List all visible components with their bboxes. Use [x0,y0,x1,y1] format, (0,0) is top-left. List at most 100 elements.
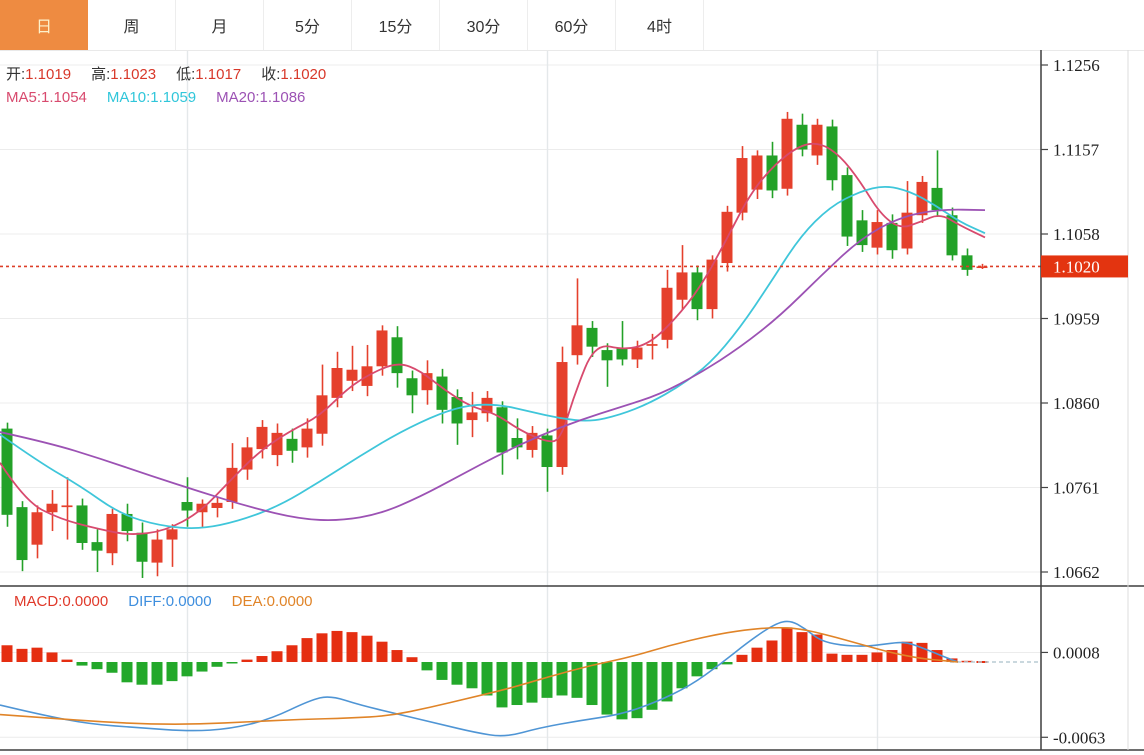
macd-bar [286,645,298,662]
macd-bar [571,662,583,698]
candle [211,502,223,508]
candle [871,222,883,248]
macd-bar [151,662,163,685]
candle [766,155,778,191]
legend-value: 1.1054 [41,89,87,106]
candle [451,397,463,424]
tab-30分[interactable]: 30分 [440,0,528,50]
macd-bar [61,659,73,662]
macd-bar [691,662,703,677]
tab-5分[interactable]: 5分 [264,0,352,50]
candle [931,187,943,211]
candle [526,432,538,450]
last-price-badge [1041,255,1128,278]
legend-item: MA20:1.1086 [216,89,305,106]
macd-bar [376,641,388,662]
candle [751,155,763,190]
tab-月[interactable]: 月 [176,0,264,50]
macd-bar [511,662,523,706]
tab-周[interactable]: 周 [88,0,176,50]
price-axis-label: -0.0063 [1053,728,1105,747]
candle [391,337,403,374]
ma5-line [0,142,986,535]
candle [556,362,568,468]
macd-bar [916,642,928,662]
candle [616,348,628,360]
candle [46,503,58,513]
legend-item: MA10:1.1059 [107,89,196,106]
price-axis-label: 1.1058 [1053,225,1100,244]
legend-label: MACD: [14,593,63,610]
candle [106,513,118,554]
candle [61,505,73,508]
macd-bar [31,647,43,662]
candle [886,222,898,251]
legend-label: 开: [6,66,26,83]
legend-item: 高:1.1023 [91,66,156,83]
legend-item: MACD:0.0000 [14,593,108,610]
macd-bar [211,662,223,667]
price-axis-label: 1.1256 [1053,56,1100,75]
macd-bar [796,632,808,662]
legend-label: DEA: [231,593,267,610]
candle [781,118,793,189]
legend-label: MA10: [106,89,151,106]
candle [601,350,613,361]
macd-bar [886,650,898,662]
macd-bar [256,656,268,662]
macd-bar [16,648,28,662]
candle [91,542,103,551]
legend-label: 低: [176,66,196,83]
legend-item: 低:1.1017 [176,66,241,83]
macd-bar [391,650,403,662]
chart-area[interactable]: 1.1256 1.1157 1.1058 1.0959 1.0860 1.0761 1.06… [0,50,1144,755]
tab-15分[interactable]: 15分 [352,0,440,50]
dea-line [0,626,959,725]
macd-bar [136,662,148,685]
macd-bar [196,662,208,672]
candle [856,220,868,246]
macd-bar [676,662,688,689]
tab-4时[interactable]: 4时 [616,0,704,50]
macd-bar [226,662,238,664]
macd-bar [871,652,883,662]
macd-bar [481,662,493,696]
candle [631,347,643,360]
macd-bar [616,662,628,720]
macd-bar [241,659,253,662]
candle [436,376,448,410]
macd-bar [106,662,118,673]
macd-bar [451,662,463,685]
macd-bar [931,650,943,662]
macd-bar [646,662,658,710]
candle [976,266,988,269]
candle [406,378,418,396]
candlestick-chart[interactable]: 1.1256 1.1157 1.1058 1.0959 1.0860 1.0761 1.06… [0,50,1144,755]
tab-日[interactable]: 日 [0,0,88,50]
macd-bar [76,662,88,666]
candle [841,175,853,237]
price-axis-label: 1.0860 [1053,394,1100,413]
macd-bar [541,662,553,698]
candle [961,255,973,270]
macd-legend: MACD:0.0000 DIFF:0.0000 DEA:0.0000 [14,593,333,610]
candle [796,124,808,150]
legend-item: MA5:1.1054 [6,89,87,106]
legend-item: DEA:0.0000 [232,593,313,610]
candle [241,447,253,470]
macd-bar [631,662,643,719]
candle [421,373,433,391]
legend-value: 0.0000 [266,593,313,610]
candle [316,395,328,434]
tab-60分[interactable]: 60分 [528,0,616,50]
legend-value: 0.0000 [62,593,109,610]
legend-value: 0.0000 [165,593,212,610]
price-axis-label: 0.0008 [1053,643,1100,662]
legend-label: MA20: [216,89,260,106]
macd-bar [316,633,328,662]
candle [376,330,388,367]
price-axis-label: 1.0761 [1053,479,1100,498]
candle [901,212,913,249]
legend-value: 1.1023 [110,66,157,83]
